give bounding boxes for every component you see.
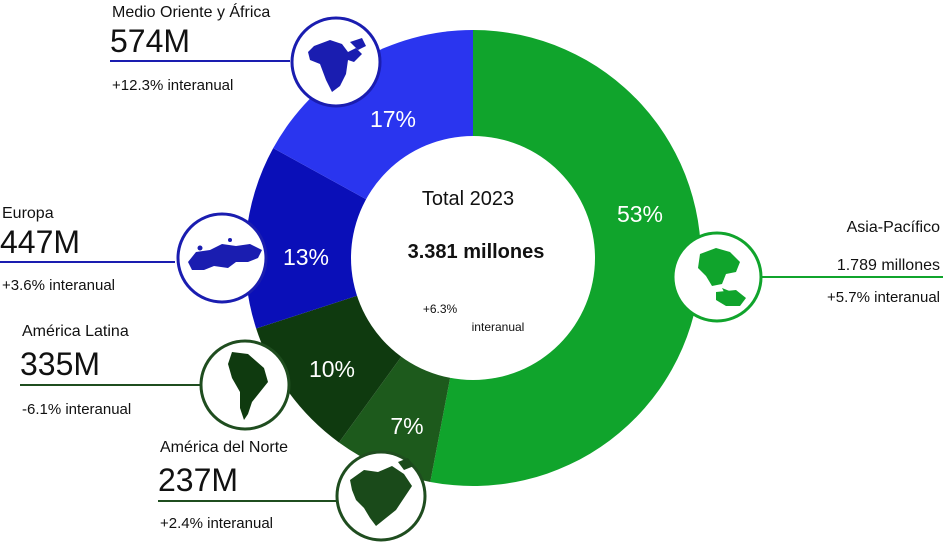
pct-label-mea: 17%	[370, 106, 416, 132]
pct-label-na: 7%	[390, 413, 423, 439]
pct-label-eu: 13%	[283, 244, 329, 270]
asia-pacific-map-icon	[671, 231, 763, 323]
label-name-mea: Medio Oriente y África	[112, 2, 270, 21]
pct-label-la: 10%	[309, 356, 355, 382]
label-value-na: 237M	[158, 462, 238, 498]
europe-map-icon	[176, 212, 268, 304]
label-name-asia: Asia-Pacífico	[847, 219, 940, 236]
label-value-mea: 574M	[110, 23, 190, 59]
label-value-asia: 1.789 millones	[837, 257, 940, 274]
label-change-mea: +12.3% interanual	[112, 77, 233, 94]
label-change-la: -6.1% interanual	[22, 401, 131, 418]
label-change-eu: +3.6% interanual	[2, 277, 115, 294]
label-value-eu: 447M	[0, 224, 80, 260]
pct-label-asia: 53%	[617, 201, 663, 227]
center-title: Total 2023	[422, 188, 514, 210]
center-change-line2: interanual	[472, 320, 525, 334]
label-value-la: 335M	[20, 346, 100, 382]
north-america-map-icon	[335, 450, 427, 542]
label-name-la: América Latina	[22, 323, 129, 340]
label-name-eu: Europa	[2, 205, 54, 222]
label-change-na: +2.4% interanual	[160, 515, 273, 532]
center-total: 3.381 millones	[408, 241, 545, 263]
middle-east-africa-map-icon	[290, 16, 382, 108]
label-change-asia: +5.7% interanual	[827, 289, 940, 306]
label-name-na: América del Norte	[160, 439, 288, 456]
south-america-map-icon	[199, 339, 291, 431]
donut-hole	[351, 136, 595, 380]
center-change-line1: +6.3%	[423, 302, 458, 316]
